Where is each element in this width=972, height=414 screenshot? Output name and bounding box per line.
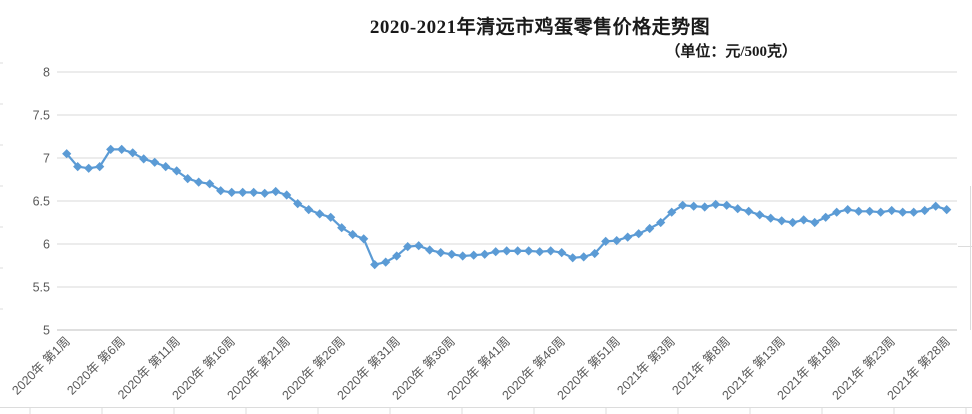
data-point-marker xyxy=(73,162,83,172)
data-point-marker xyxy=(128,148,138,158)
data-point-marker xyxy=(535,247,545,257)
data-point-marker xyxy=(766,213,776,223)
data-point-marker xyxy=(678,200,688,210)
data-point-marker xyxy=(139,154,149,164)
data-point-marker xyxy=(623,232,633,242)
data-point-marker xyxy=(777,216,787,226)
data-point-marker xyxy=(909,207,919,217)
data-point-marker xyxy=(249,187,259,197)
data-point-marker xyxy=(546,246,556,256)
y-tick-label: 6.5 xyxy=(33,195,50,209)
y-tick-label: 5.5 xyxy=(33,281,50,295)
data-point-marker xyxy=(238,187,248,197)
data-point-marker xyxy=(711,199,721,209)
data-point-marker xyxy=(931,201,941,211)
data-point-marker xyxy=(403,242,413,252)
chart-title: 2020-2021年清远市鸡蛋零售价格走势图 xyxy=(369,17,711,38)
data-point-marker xyxy=(667,207,677,217)
data-point-marker xyxy=(876,207,886,217)
data-point-marker xyxy=(744,206,754,216)
y-tick-label: 7 xyxy=(43,152,50,166)
data-point-marker xyxy=(810,217,820,228)
data-point-marker xyxy=(161,162,171,172)
data-point-marker xyxy=(821,212,831,222)
data-point-marker xyxy=(524,246,534,256)
data-point-marker xyxy=(194,177,204,187)
data-point-marker xyxy=(62,149,72,159)
data-point-marker xyxy=(293,199,303,209)
data-point-marker xyxy=(392,251,402,261)
data-point-marker xyxy=(788,217,798,228)
y-axis-labels: 5 5.5 6 6.5 7 7.5 8 xyxy=(33,66,50,338)
data-point-marker xyxy=(271,186,281,197)
data-point-marker xyxy=(117,144,127,154)
data-point-marker xyxy=(95,162,105,172)
data-point-marker xyxy=(326,212,336,222)
data-point-marker xyxy=(568,253,578,263)
data-point-marker xyxy=(282,190,292,200)
data-point-marker xyxy=(183,174,193,184)
data-point-marker xyxy=(337,223,347,233)
data-point-marker xyxy=(381,257,391,267)
gridlines xyxy=(57,71,957,331)
data-point-marker xyxy=(843,205,853,215)
data-point-marker xyxy=(645,223,655,234)
data-point-marker xyxy=(84,163,94,173)
data-point-marker xyxy=(722,200,732,210)
data-point-marker xyxy=(612,236,622,246)
x-tick-label: 2021年 第3周 xyxy=(614,334,677,397)
data-point-marker xyxy=(150,157,160,167)
data-point-marker xyxy=(733,204,743,214)
data-point-marker xyxy=(370,260,380,270)
data-point-marker xyxy=(216,186,226,196)
data-point-marker xyxy=(755,210,765,220)
data-point-marker xyxy=(689,201,699,211)
data-point-marker xyxy=(887,205,897,216)
data-point-marker xyxy=(898,207,908,217)
data-point-marker xyxy=(590,248,600,259)
spreadsheet-edge-lines xyxy=(0,62,972,414)
data-point-marker xyxy=(172,166,182,176)
data-point-marker xyxy=(656,217,666,228)
data-point-marker xyxy=(557,248,567,258)
data-point-marker xyxy=(942,205,952,215)
data-point-marker xyxy=(480,249,490,259)
data-point-marker xyxy=(799,215,809,225)
y-tick-label: 5 xyxy=(43,324,50,338)
data-point-marker xyxy=(854,206,864,216)
data-point-marker xyxy=(205,179,215,189)
data-point-marker xyxy=(634,229,644,239)
data-point-marker xyxy=(502,246,512,256)
data-point-marker xyxy=(865,206,875,216)
y-tick-label: 7.5 xyxy=(33,109,50,123)
data-point-marker xyxy=(425,245,435,255)
data-point-markers xyxy=(62,144,952,270)
chart-unit-label: （单位：元/500克） xyxy=(665,44,797,60)
data-point-marker xyxy=(315,209,325,219)
data-point-marker xyxy=(414,241,424,251)
y-tick-label: 6 xyxy=(43,238,50,252)
data-point-marker xyxy=(700,202,710,212)
data-point-marker xyxy=(832,207,842,217)
data-point-marker xyxy=(513,246,523,256)
data-point-marker xyxy=(447,249,457,259)
data-point-marker xyxy=(601,236,611,246)
data-point-marker xyxy=(469,250,479,260)
data-point-marker xyxy=(458,251,468,261)
data-point-marker xyxy=(348,229,358,240)
data-point-marker xyxy=(436,248,446,258)
data-point-marker xyxy=(227,187,237,197)
y-tick-label: 8 xyxy=(43,66,50,80)
data-point-marker xyxy=(260,188,270,198)
data-point-marker xyxy=(106,144,116,154)
x-tick-label: 2020年 第1周 xyxy=(9,334,72,397)
data-point-marker xyxy=(920,205,930,216)
data-point-marker xyxy=(359,234,369,244)
data-point-marker xyxy=(579,252,589,262)
data-point-marker xyxy=(491,247,501,257)
data-point-marker xyxy=(304,205,314,215)
